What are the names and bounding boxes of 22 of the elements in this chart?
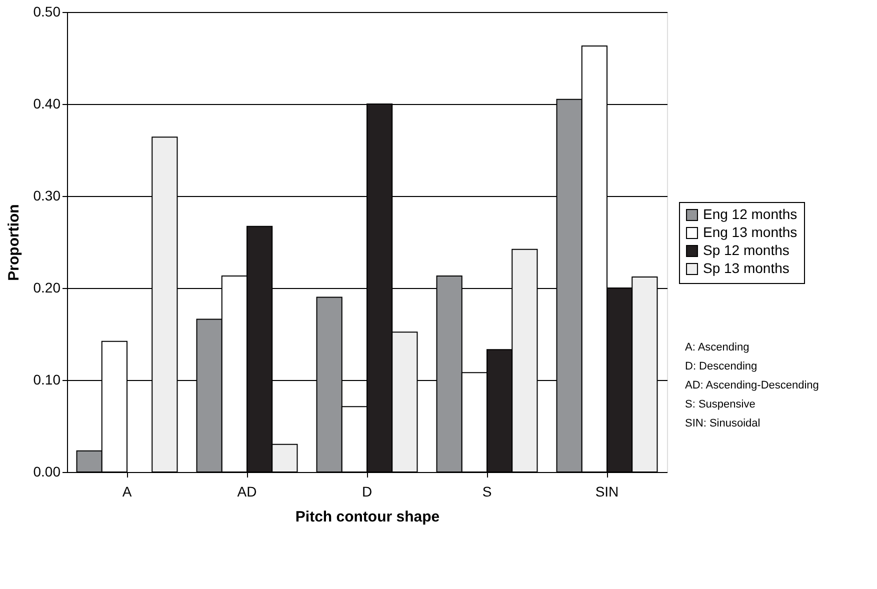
y-axis-title: Proportion (5, 204, 22, 281)
y-tick-label: 0.40 (33, 96, 61, 112)
legend-label: Sp 12 months (703, 242, 790, 258)
y-tick-label: 0.10 (33, 372, 61, 388)
x-tick-label: A (122, 484, 132, 500)
legend-label: Eng 13 months (703, 224, 798, 240)
text: D: Descending (685, 360, 758, 372)
y-tick-label: 0.30 (33, 188, 61, 204)
text: S: Suspensive (685, 398, 756, 410)
legend-label: Eng 12 months (703, 206, 798, 222)
x-tick-label: S (482, 484, 492, 500)
text: AD: Ascending-Descending (685, 380, 819, 392)
legend-label: Sp 13 months (703, 260, 790, 276)
y-tick-label: 0.50 (33, 4, 61, 20)
text: SIN: Sinusoidal (685, 418, 760, 430)
y-tick-label: 0.20 (33, 280, 61, 296)
text: A: Ascending (685, 342, 750, 354)
x-tick-label: AD (237, 484, 257, 500)
x-tick-label: SIN (595, 484, 619, 500)
x-axis-title: Pitch contour shape (295, 508, 440, 526)
y-tick-label: 0.00 (33, 464, 61, 480)
x-tick-label: D (362, 484, 372, 500)
